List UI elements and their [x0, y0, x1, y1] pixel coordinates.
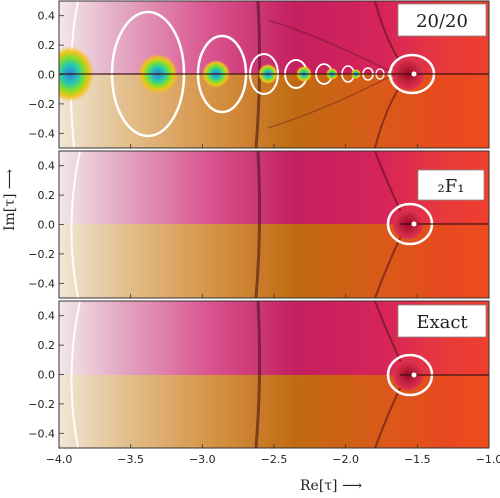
y-tick-label: 0.4 — [38, 10, 56, 23]
y-tick-label: 0.0 — [38, 69, 56, 82]
x-tick-label: −1.5 — [404, 453, 431, 466]
panel-middle: ₂F₁ — [58, 150, 490, 299]
panel-bottom-title: Exact — [416, 312, 468, 333]
x-ticks: −4.0 −3.5 −3.0 −2.5 −2.0 −1.5 −1.0 — [46, 144, 500, 466]
y-tick-label: −0.2 — [28, 98, 55, 111]
x-tick-label: −2.5 — [261, 453, 288, 466]
y-tick-label: −0.4 — [28, 427, 55, 440]
y-tick-label: −0.4 — [28, 127, 55, 140]
y-tick-label: −0.4 — [28, 277, 55, 290]
y-tick-label: 0.4 — [38, 160, 56, 173]
x-tick-label: −1.0 — [476, 453, 500, 466]
pole-chain — [59, 10, 489, 138]
x-tick-label: −2.0 — [332, 453, 359, 466]
y-tick-label: 0.0 — [38, 219, 56, 232]
y-tick-label: 0.4 — [38, 310, 56, 323]
y-tick-label: 0.2 — [38, 339, 56, 352]
y-ticks: 0.4 0.2 0.0 −0.2 −0.4 0.4 0.2 0.0 −0.2 −0.4 0.4 0.2… — [28, 10, 64, 440]
x-axis-label: Re[τ] ⟶ — [300, 478, 362, 494]
panel-top-title: 20/20 — [416, 11, 468, 32]
y-tick-label: 0.2 — [38, 189, 56, 202]
y-tick-label: −0.2 — [28, 398, 55, 411]
panel-bottom: Exact — [58, 300, 490, 449]
y-axis-label: Im[τ] ⟶ — [2, 169, 18, 231]
panel-top: 20/20 — [58, 0, 490, 149]
panel-middle-title: ₂F₁ — [438, 176, 465, 197]
x-tick-label: −3.5 — [117, 453, 144, 466]
y-tick-label: 0.0 — [38, 369, 56, 382]
y-tick-label: −0.2 — [28, 248, 55, 261]
x-tick-label: −3.0 — [189, 453, 216, 466]
x-tick-label: −4.0 — [46, 453, 73, 466]
y-tick-label: 0.2 — [38, 39, 56, 52]
